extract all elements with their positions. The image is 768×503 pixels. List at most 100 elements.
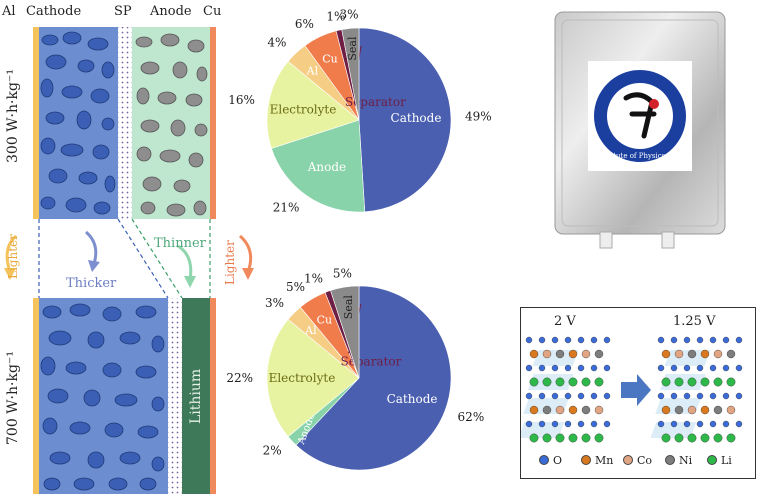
legend-dot-co [623, 455, 633, 465]
atom-o [551, 364, 559, 372]
atom-ni [555, 349, 565, 359]
pie-name-seal: Seal [346, 36, 359, 61]
atom-o [735, 364, 743, 372]
atom-o [564, 420, 572, 428]
pie-name-cathode: Cathode [391, 111, 442, 125]
logo-ring-text: Institute of Physics CAS [597, 152, 683, 160]
pie-name-cathode: Cathode [387, 392, 438, 406]
pie-slice-seal [330, 285, 360, 379]
atom-li [726, 377, 736, 387]
atom-o [551, 392, 559, 400]
battery-schematics [4, 27, 254, 494]
pie-slice-electrolyte [266, 60, 360, 149]
atom-o [525, 420, 533, 428]
arrow-head-thicker [88, 260, 100, 272]
atom-li [661, 377, 671, 387]
dashed-connectors [38, 218, 211, 299]
atom-li [674, 433, 684, 443]
atom-o [590, 420, 598, 428]
pie-name-separator: Separator [345, 95, 406, 109]
atom-li [726, 433, 736, 443]
atom-o [683, 420, 691, 428]
arrow-thinner [177, 244, 193, 281]
atom-co [581, 349, 591, 359]
atom-o [577, 364, 585, 372]
cu-foil-top [210, 27, 216, 219]
atom-o [670, 336, 678, 344]
al-foil-top [33, 27, 39, 219]
legend-label-mn: Mn [595, 454, 614, 467]
atom-li [687, 377, 697, 387]
pie-chart-700: Cathode62%Anode2%Electrolyte22%Al3%Cu5%S… [226, 266, 484, 471]
atom-ni [581, 405, 591, 415]
atom-ni [687, 349, 697, 359]
pie-pct-al: 4% [267, 36, 286, 50]
atom-o [696, 392, 704, 400]
atom-mn [529, 405, 539, 415]
legend-item-co: Co [623, 454, 652, 467]
atom-li [700, 377, 710, 387]
atom-li [713, 377, 723, 387]
pie-pct-separator: 1% [326, 10, 345, 24]
cathode-particles-top [40, 31, 116, 215]
atom-o [696, 364, 704, 372]
atom-o [657, 364, 665, 372]
atom-ni [713, 405, 723, 415]
atom-ni [674, 405, 684, 415]
atom-o [670, 392, 678, 400]
pie-slice-anode [271, 119, 366, 213]
pie-name-anode: Anode [307, 160, 346, 174]
atom-li [581, 433, 591, 443]
atom-o [577, 420, 585, 428]
pouch-tab-right [661, 231, 675, 249]
pie-name-al: Al [304, 324, 317, 337]
atom-o [696, 420, 704, 428]
atom-o [722, 392, 730, 400]
atom-co [687, 405, 697, 415]
atom-li [529, 433, 539, 443]
arrow-head-lighter-left [4, 268, 16, 280]
pie-name-separator: Separator [341, 354, 402, 368]
atom-li [594, 433, 604, 443]
pie-name-al: Al [306, 64, 319, 77]
atom-o [657, 420, 665, 428]
logo-red-dot [649, 99, 659, 109]
atom-o [735, 392, 743, 400]
atom-mn [661, 405, 671, 415]
atom-o [709, 392, 717, 400]
atom-o [683, 364, 691, 372]
legend-item-ni: Ni [665, 454, 692, 467]
pie-pct-seal: 3% [340, 7, 359, 21]
atom-o [538, 364, 546, 372]
atom-ni [542, 405, 552, 415]
label-sp: SP [114, 4, 132, 19]
label-thicker: Thicker [66, 276, 117, 291]
al-foil-bottom [33, 298, 39, 494]
atom-o [525, 336, 533, 344]
pie-slice-cathode [358, 27, 452, 213]
atom-o [538, 392, 546, 400]
atom-co [555, 405, 565, 415]
crystal-structure-drawing [521, 336, 743, 443]
atom-o [590, 364, 598, 372]
crystal-lattice [650, 336, 743, 443]
atom-o [551, 420, 559, 428]
atom-o [709, 420, 717, 428]
arrow-head-lighter-right [242, 268, 254, 280]
atom-co [594, 405, 604, 415]
pie-chart-300: Cathode 49% Anode 21% Electrolyte 16% Al 4% Cu 6%… [228, 7, 491, 214]
label-lighter-left: Lighter [6, 234, 20, 279]
atom-li [555, 377, 565, 387]
pie-slice-cathode [295, 285, 452, 471]
atom-li [687, 433, 697, 443]
atom-o [551, 336, 559, 344]
atom-o [538, 420, 546, 428]
pie-slice-seal [341, 27, 360, 121]
pie-name-electrolyte: Electrolyte [269, 371, 336, 385]
atom-o [657, 392, 665, 400]
atom-o [722, 336, 730, 344]
pie-pct-cu: 5% [286, 280, 305, 294]
pie-pct-cu: 6% [295, 17, 314, 31]
atom-li [542, 433, 552, 443]
atom-o [577, 336, 585, 344]
